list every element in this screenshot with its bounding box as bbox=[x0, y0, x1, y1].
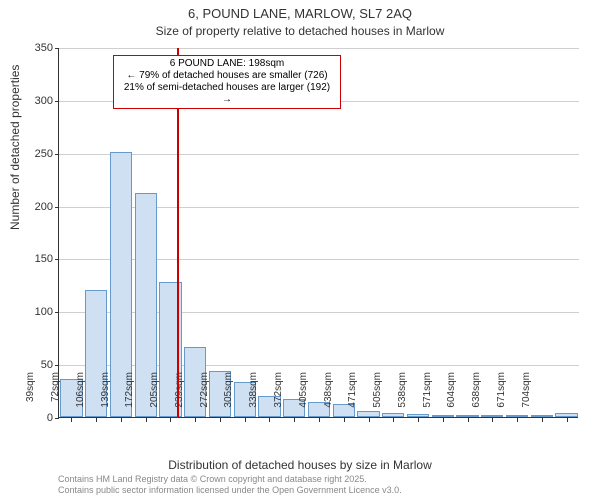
annotation-line-3: 21% of semi-detached houses are larger (… bbox=[118, 82, 336, 106]
chart-subtitle: Size of property relative to detached ho… bbox=[0, 22, 600, 38]
xtick-mark bbox=[269, 418, 270, 422]
xtick-mark bbox=[567, 418, 568, 422]
xtick-mark bbox=[393, 418, 394, 422]
xtick-label: 106sqm bbox=[75, 372, 86, 422]
xtick-mark bbox=[542, 418, 543, 422]
xtick-label: 571sqm bbox=[422, 372, 433, 422]
xtick-label: 471sqm bbox=[347, 372, 358, 422]
xtick-label: 72sqm bbox=[50, 372, 61, 422]
chart-title: 6, POUND LANE, MARLOW, SL7 2AQ bbox=[0, 0, 600, 22]
xtick-mark bbox=[96, 418, 97, 422]
xtick-label: 372sqm bbox=[273, 372, 284, 422]
xtick-mark bbox=[344, 418, 345, 422]
ytick-label: 300 bbox=[23, 95, 53, 107]
ytick-mark bbox=[55, 312, 59, 313]
ytick-label: 250 bbox=[23, 148, 53, 160]
xtick-label: 39sqm bbox=[25, 372, 36, 422]
xtick-mark bbox=[492, 418, 493, 422]
xtick-mark bbox=[195, 418, 196, 422]
ytick-mark bbox=[55, 154, 59, 155]
xtick-mark bbox=[319, 418, 320, 422]
plot-area: 05010015020025030035039sqm72sqm106sqm139… bbox=[58, 48, 578, 418]
gridline bbox=[59, 154, 579, 155]
xtick-mark bbox=[245, 418, 246, 422]
xtick-mark bbox=[369, 418, 370, 422]
xtick-mark bbox=[468, 418, 469, 422]
xtick-mark bbox=[71, 418, 72, 422]
xtick-label: 305sqm bbox=[223, 372, 234, 422]
footer-attribution: Contains HM Land Registry data © Crown c… bbox=[58, 474, 402, 496]
ytick-mark bbox=[55, 365, 59, 366]
y-axis-label: Number of detached properties bbox=[8, 65, 22, 230]
ytick-mark bbox=[55, 207, 59, 208]
xtick-mark bbox=[146, 418, 147, 422]
gridline bbox=[59, 48, 579, 49]
x-axis-label: Distribution of detached houses by size … bbox=[0, 458, 600, 472]
chart-area: 05010015020025030035039sqm72sqm106sqm139… bbox=[58, 48, 578, 418]
xtick-label: 638sqm bbox=[471, 372, 482, 422]
xtick-label: 671sqm bbox=[496, 372, 507, 422]
xtick-label: 172sqm bbox=[124, 372, 135, 422]
xtick-label: 205sqm bbox=[149, 372, 160, 422]
xtick-mark bbox=[517, 418, 518, 422]
xtick-label: 438sqm bbox=[323, 372, 334, 422]
histogram-bar bbox=[555, 413, 577, 417]
xtick-mark bbox=[121, 418, 122, 422]
xtick-mark bbox=[443, 418, 444, 422]
xtick-label: 272sqm bbox=[199, 372, 210, 422]
xtick-mark bbox=[294, 418, 295, 422]
xtick-label: 505sqm bbox=[372, 372, 383, 422]
ytick-label: 50 bbox=[23, 359, 53, 371]
xtick-label: 239sqm bbox=[174, 372, 185, 422]
xtick-label: 604sqm bbox=[446, 372, 457, 422]
histogram-bar bbox=[531, 415, 553, 417]
annotation-line-2: ← 79% of detached houses are smaller (72… bbox=[118, 70, 336, 82]
footer-line-1: Contains HM Land Registry data © Crown c… bbox=[58, 474, 402, 485]
ytick-mark bbox=[55, 48, 59, 49]
ytick-label: 100 bbox=[23, 306, 53, 318]
xtick-label: 704sqm bbox=[521, 372, 532, 422]
annotation-box: 6 POUND LANE: 198sqm← 79% of detached ho… bbox=[113, 55, 341, 109]
xtick-label: 538sqm bbox=[397, 372, 408, 422]
ytick-label: 200 bbox=[23, 201, 53, 213]
xtick-label: 338sqm bbox=[248, 372, 259, 422]
ytick-mark bbox=[55, 101, 59, 102]
xtick-mark bbox=[418, 418, 419, 422]
xtick-label: 405sqm bbox=[298, 372, 309, 422]
ytick-label: 150 bbox=[23, 253, 53, 265]
xtick-label: 139sqm bbox=[100, 372, 111, 422]
annotation-line-1: 6 POUND LANE: 198sqm bbox=[118, 58, 336, 70]
xtick-mark bbox=[220, 418, 221, 422]
ytick-mark bbox=[55, 259, 59, 260]
footer-line-2: Contains public sector information licen… bbox=[58, 485, 402, 496]
ytick-label: 350 bbox=[23, 42, 53, 54]
xtick-mark bbox=[170, 418, 171, 422]
